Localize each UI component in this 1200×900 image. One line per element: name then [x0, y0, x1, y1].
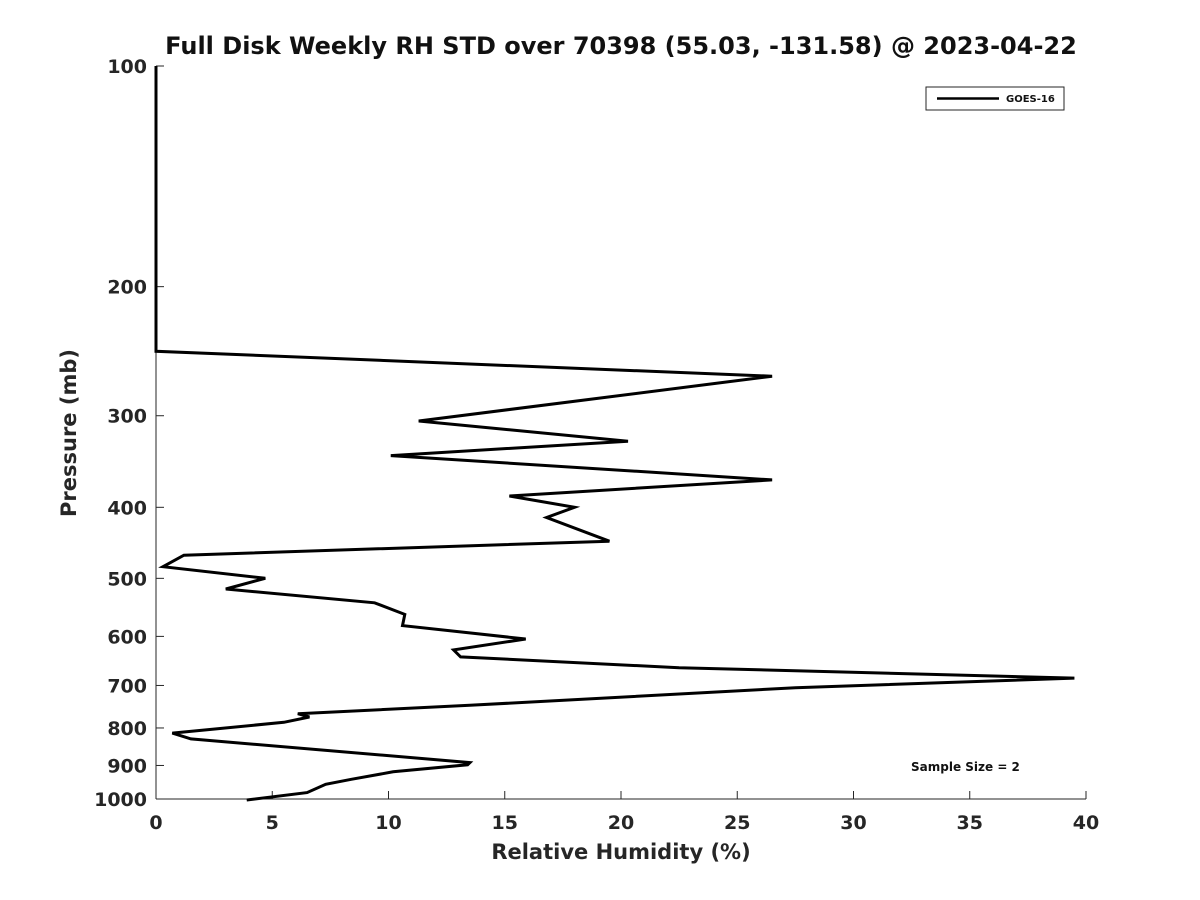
x-tick-label-5: 25	[724, 812, 750, 834]
series-line-goes-16	[154, 66, 1075, 802]
x-tick-label-0: 0	[149, 812, 162, 834]
x-tick-label-3: 15	[492, 812, 518, 834]
legend: GOES-16	[925, 86, 1065, 111]
y-tick-label-9: 1000	[94, 789, 147, 811]
series-layer	[154, 66, 1075, 802]
x-tick-label-1: 5	[266, 812, 279, 834]
x-tick-label-6: 30	[840, 812, 866, 834]
x-ticks: 0 5 10 15 20 25 30 35 40	[149, 791, 1099, 834]
x-tick-label-7: 35	[957, 812, 983, 834]
legend-label: GOES-16	[1006, 94, 1055, 105]
y-tick-label-7: 800	[107, 718, 147, 740]
y-ticks: 100 200 300 400 500 600 700 800 900 1000	[94, 56, 164, 811]
y-tick-label-3: 400	[107, 497, 147, 519]
y-axis-label: Pressure (mb)	[57, 349, 81, 517]
y-tick-label-6: 700	[107, 675, 147, 697]
y-tick-label-4: 500	[107, 568, 147, 590]
y-tick-label-1: 200	[107, 277, 147, 299]
x-tick-label-2: 10	[375, 812, 401, 834]
x-axis-label: Relative Humidity (%)	[491, 840, 750, 864]
x-tick-label-4: 20	[608, 812, 634, 834]
sample-size-annotation: Sample Size = 2	[911, 760, 1020, 774]
y-tick-label-0: 100	[107, 56, 147, 78]
y-tick-label-8: 900	[107, 755, 147, 777]
x-tick-label-8: 40	[1073, 812, 1099, 834]
y-tick-label-2: 300	[107, 406, 147, 428]
y-tick-label-5: 600	[107, 626, 147, 648]
chart-title: Full Disk Weekly RH STD over 70398 (55.0…	[165, 32, 1077, 60]
